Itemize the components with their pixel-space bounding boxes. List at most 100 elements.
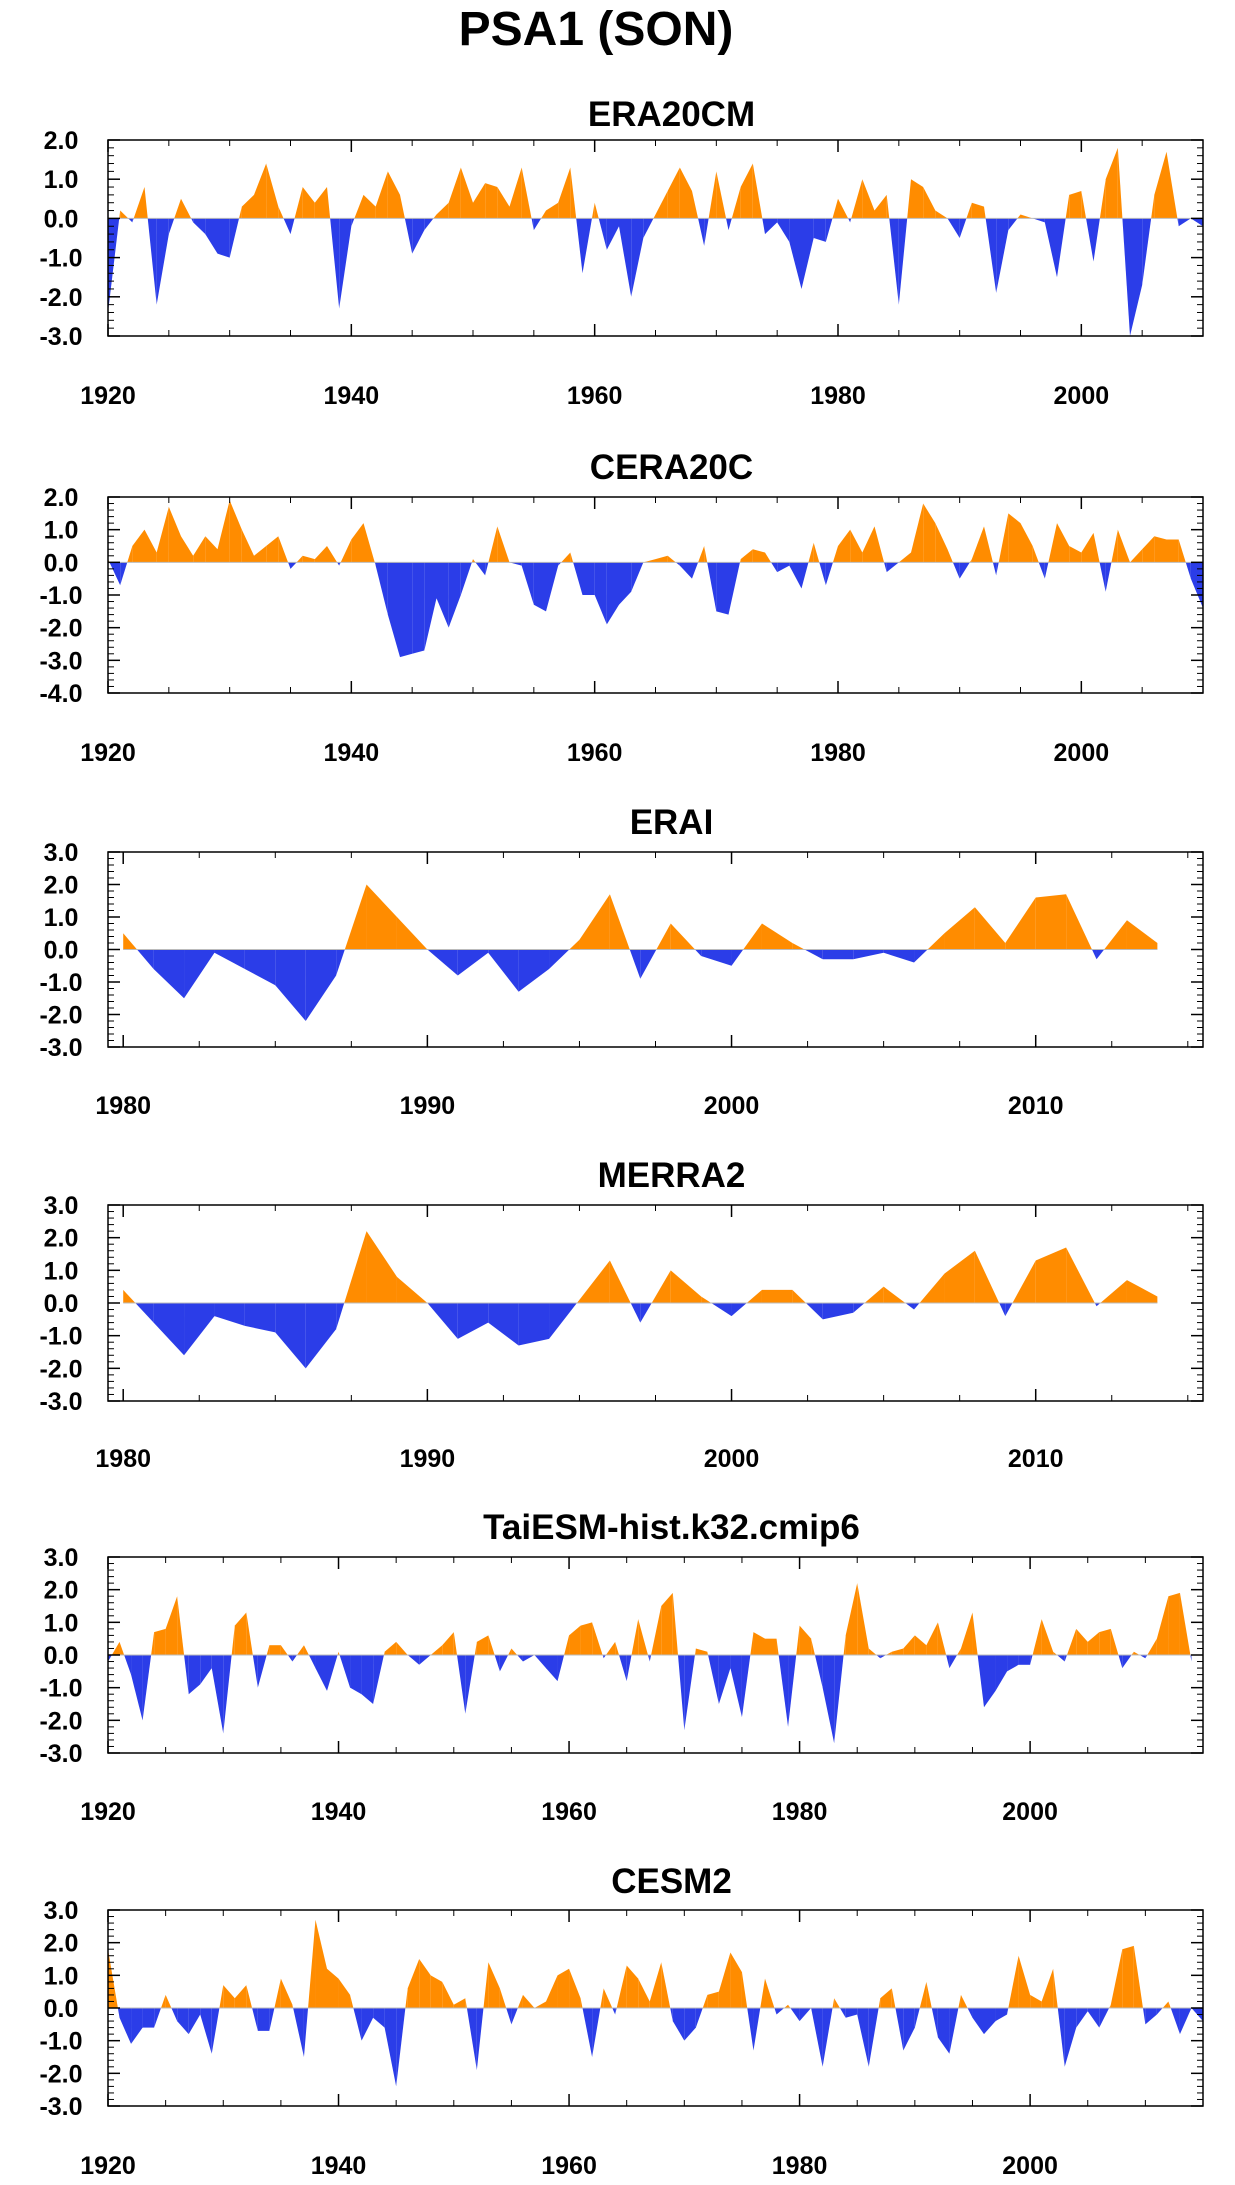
positive-area <box>832 546 838 563</box>
panel-title: MERRA2 <box>598 1156 746 1195</box>
y-tick-label: 3.0 <box>44 839 79 867</box>
y-tick-label: -3.0 <box>39 1740 82 1768</box>
negative-area <box>305 949 337 1021</box>
positive-area <box>174 198 181 219</box>
positive-area <box>1048 523 1057 563</box>
negative-area <box>741 1655 751 1718</box>
x-tick-label: 1980 <box>772 2152 828 2180</box>
negative-area <box>789 562 802 589</box>
plot-frame <box>107 1204 1204 1402</box>
negative-area <box>412 218 425 254</box>
negative-area <box>952 562 960 579</box>
positive-area <box>740 163 753 219</box>
positive-area <box>874 194 887 219</box>
negative-area <box>799 2008 812 2022</box>
positive-area <box>907 179 911 219</box>
chart-panel-0: ERA20CM 2.0 1.0 0.0 -1.0 -2.0 -3.0 1920 1940 1960… <box>39 95 1204 410</box>
positive-area <box>740 549 753 563</box>
negative-area <box>914 1303 920 1310</box>
negative-area <box>726 218 729 231</box>
negative-area <box>223 1655 232 1734</box>
positive-area <box>927 933 945 950</box>
negative-area <box>387 562 400 658</box>
positive-area <box>1110 1628 1119 1655</box>
negative-area <box>1044 218 1057 278</box>
positive-area <box>958 1994 961 2008</box>
positive-area <box>132 529 145 563</box>
negative-area <box>1177 218 1179 227</box>
positive-area <box>511 1648 518 1655</box>
positive-area <box>862 179 875 219</box>
positive-area <box>569 1625 581 1655</box>
positive-area <box>384 1641 397 1655</box>
negative-area <box>853 949 884 960</box>
negative-area <box>412 562 425 654</box>
negative-area <box>1170 2008 1180 2035</box>
y-tick-label: -3.0 <box>39 1388 82 1416</box>
negative-area <box>142 2008 155 2028</box>
positive-area <box>579 1260 610 1303</box>
positive-area <box>144 187 148 219</box>
negative-area <box>883 949 915 963</box>
positive-area <box>430 1975 443 2008</box>
negative-area <box>184 1303 215 1356</box>
positive-area <box>891 1648 904 1655</box>
x-tick-label: 1940 <box>311 2152 367 2180</box>
negative-area <box>582 218 592 274</box>
negative-area <box>488 949 519 992</box>
positive-area <box>1130 549 1143 563</box>
negative-area <box>244 949 276 986</box>
negative-area <box>914 949 928 963</box>
positive-area <box>165 1994 172 2008</box>
negative-area <box>1076 2008 1088 2028</box>
positive-area <box>1081 190 1087 219</box>
negative-area <box>287 1655 293 1662</box>
negative-area <box>949 1655 958 1669</box>
negative-area <box>131 2008 143 2044</box>
negative-area <box>839 2008 846 2018</box>
y-tick-label: 3.0 <box>44 1544 79 1572</box>
negative-area <box>765 218 778 235</box>
positive-area <box>765 552 772 563</box>
negative-area <box>631 562 644 592</box>
positive-area <box>616 1965 627 2008</box>
positive-area <box>716 171 727 219</box>
negative-area <box>257 1655 267 1688</box>
y-tick-label: 2.0 <box>44 484 79 512</box>
negative-area <box>747 2008 754 2051</box>
negative-area <box>339 218 352 309</box>
positive-area <box>638 1978 650 2008</box>
negative-area <box>350 1655 362 1695</box>
negative-area <box>996 218 1009 293</box>
positive-area <box>234 1985 247 2008</box>
positive-area <box>521 167 532 219</box>
positive-area <box>626 1965 639 2008</box>
positive-area <box>344 1231 367 1303</box>
negative-area <box>630 1303 641 1323</box>
positive-area <box>111 1641 120 1655</box>
positive-area <box>984 526 993 563</box>
negative-area <box>384 2008 397 2087</box>
positive-area <box>234 1612 247 1655</box>
panel-title: CERA20C <box>590 448 753 487</box>
negative-area <box>1178 218 1191 227</box>
x-tick-label: 2010 <box>1008 1092 1064 1120</box>
negative-area <box>949 2008 959 2054</box>
positive-area <box>670 923 696 950</box>
positive-area <box>241 529 254 563</box>
positive-area <box>731 187 741 219</box>
positive-area <box>761 1289 793 1303</box>
negative-area <box>549 949 570 969</box>
positive-area <box>944 907 975 950</box>
y-tick-label: -2.0 <box>39 1355 82 1383</box>
negative-area <box>822 1303 854 1320</box>
negative-area <box>996 562 999 576</box>
negative-area <box>606 218 619 250</box>
y-tick-label: 1.0 <box>44 517 79 545</box>
x-tick-label: 2000 <box>704 1092 760 1120</box>
positive-area <box>667 167 680 219</box>
positive-area <box>903 1635 915 1655</box>
positive-area <box>868 1648 877 1655</box>
positive-area <box>351 523 364 563</box>
positive-area <box>655 555 668 563</box>
